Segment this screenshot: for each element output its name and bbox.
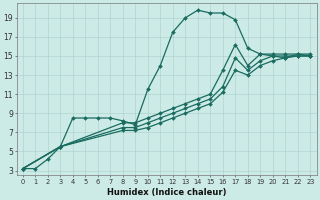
X-axis label: Humidex (Indice chaleur): Humidex (Indice chaleur): [107, 188, 226, 197]
